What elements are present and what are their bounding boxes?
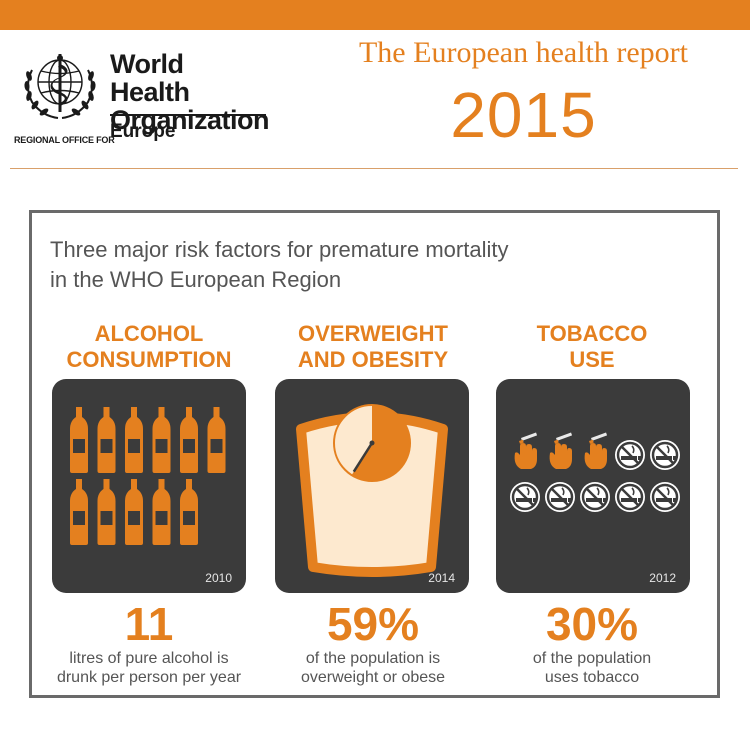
who-europe-logo: World Health Organization REGIONAL OFFIC… (14, 40, 270, 152)
no-smoking-icon (545, 482, 575, 512)
organization-name-line2: Organization (110, 105, 270, 135)
tobacco-card: 2012 (496, 379, 690, 593)
tobacco-heading-line2: USE (569, 347, 615, 372)
tobacco-caption-line2: uses tobacco (544, 669, 640, 686)
overweight-year: 2014 (428, 571, 455, 585)
smoking-hand-icon (514, 432, 538, 469)
no-smoking-icon (615, 440, 645, 470)
report-title: The European health report (358, 36, 689, 69)
no-smoking-icon (580, 482, 610, 512)
wine-bottle-icon (207, 407, 226, 473)
wine-bottle-icon (97, 479, 116, 545)
wine-bottle-icon (70, 407, 88, 473)
alcohol-heading-line2: CONSUMPTION (66, 347, 232, 372)
no-smoking-icon (650, 440, 680, 470)
alcohol-caption-line2: drunk per person per year (56, 669, 242, 686)
no-smoking-icon (510, 482, 540, 512)
overweight-heading-line2: AND OBESITY (297, 347, 449, 372)
wine-bottle-icon (125, 479, 143, 545)
alcohol-heading-line1: ALCOHOL (94, 321, 204, 346)
wine-bottle-icon (70, 479, 88, 545)
bathroom-scale-graphic (296, 404, 448, 577)
overweight-heading: OVERWEIGHT AND OBESITY (263, 321, 483, 373)
alcohol-card: 2010 (52, 379, 246, 593)
wine-bottle-icon (180, 407, 198, 473)
organization-name-line1: World Health (110, 49, 190, 107)
scale-needle (352, 442, 374, 473)
logo-divider (110, 114, 266, 116)
tobacco-heading-line1: TOBACCO (536, 321, 648, 346)
tobacco-caption: of the population uses tobacco (482, 649, 702, 687)
wine-bottle-icon (125, 407, 143, 473)
regional-office-label: REGIONAL OFFICE FOR (14, 135, 115, 145)
alcohol-caption: litres of pure alcohol is drunk per pers… (39, 649, 259, 687)
alcohol-value: 11 (124, 598, 174, 650)
overweight-value: 59% (326, 598, 420, 650)
overweight-caption-line1: of the population is (305, 650, 441, 667)
wine-bottle-icon (152, 407, 171, 473)
overweight-caption: of the population is overweight or obese (263, 649, 483, 687)
tobacco-caption-line1: of the population (532, 650, 652, 667)
tobacco-year: 2012 (649, 571, 676, 585)
wine-bottle-icon (180, 479, 198, 545)
infographic-title-line2: in the WHO European Region (50, 267, 342, 292)
report-year: 2015 (450, 79, 597, 151)
infographic-title-line1: Three major risk factors for premature m… (50, 237, 509, 262)
scale-gauge-fill (351, 405, 411, 481)
alcohol-heading: ALCOHOL CONSUMPTION (39, 321, 259, 373)
smoking-hand-icon (584, 432, 608, 469)
no-smoking-icon (615, 482, 645, 512)
who-emblem-icon (24, 54, 96, 119)
top-accent-bar (0, 0, 750, 30)
tobacco-heading: TOBACCO USE (482, 321, 702, 373)
alcohol-caption-line1: litres of pure alcohol is (69, 650, 229, 667)
alcohol-year: 2010 (205, 571, 232, 585)
overweight-card: 2014 (275, 379, 469, 593)
overweight-heading-line1: OVERWEIGHT (298, 321, 448, 346)
header-divider (10, 168, 738, 169)
tobacco-icons-graphic (510, 432, 680, 512)
smoking-hand-icon (549, 432, 573, 469)
region-label: Europe (110, 121, 176, 142)
no-smoking-icon (650, 482, 680, 512)
tobacco-value: 30% (545, 598, 639, 650)
wine-bottles-graphic (70, 407, 226, 545)
infographic-panel: Three major risk factors for premature m… (29, 210, 720, 698)
organization-name: World Health Organization (110, 49, 270, 135)
wine-bottle-icon (97, 407, 116, 473)
overweight-caption-line2: overweight or obese (300, 669, 446, 686)
wine-bottle-icon (152, 479, 171, 545)
infographic-title: Three major risk factors for premature m… (50, 235, 650, 295)
